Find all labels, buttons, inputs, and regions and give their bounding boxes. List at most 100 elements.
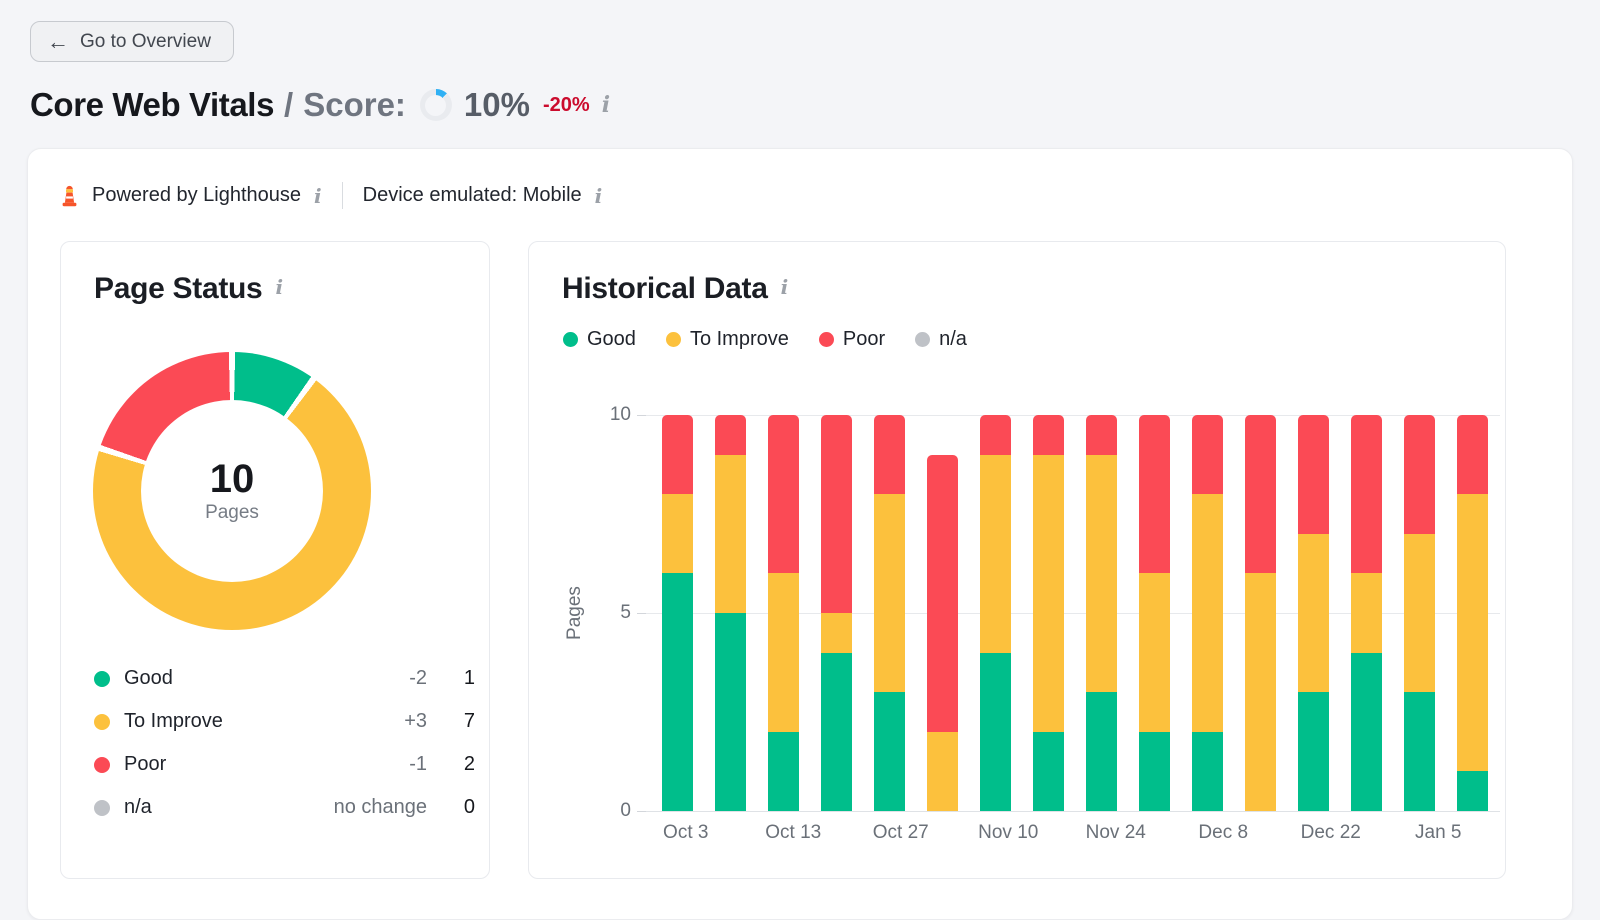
historical-data-card: Historical Data i Good To Improve Poor n… [528, 241, 1506, 879]
chart-legend-poor[interactable]: Poor [818, 328, 886, 351]
page-status-legend: Good -2 1 To Improve +3 7 Poor -1 2 n/a … [94, 657, 475, 829]
poor-dot-icon [818, 332, 834, 347]
bar-9[interactable] [1086, 415, 1117, 811]
bar-13[interactable] [1298, 415, 1329, 811]
score-info-icon[interactable]: i [601, 92, 611, 118]
x-tick-label: Nov 10 [978, 822, 1039, 843]
y-tickmark [637, 811, 646, 812]
bar-15[interactable] [1404, 415, 1435, 811]
bar-segment-good [980, 652, 1011, 811]
y-tickmark [637, 415, 646, 416]
x-tick-label: Nov 24 [1085, 822, 1146, 843]
legend-change: +3 [404, 710, 427, 732]
bar-segment-good [1192, 731, 1223, 811]
device-emulated-label: Device emulated: Mobile [362, 184, 582, 206]
legend-label: Good [124, 667, 173, 689]
bar-segment-to_improve [927, 731, 958, 811]
bar-2[interactable] [715, 415, 746, 811]
historical-data-title: Historical Data [562, 272, 768, 305]
bar-12[interactable] [1245, 415, 1276, 811]
score-label: Score: [303, 86, 406, 123]
bar-14[interactable] [1351, 415, 1382, 811]
lighthouse-icon [60, 183, 79, 209]
page-status-header: Page Status i [94, 272, 283, 306]
historical-data-info-icon[interactable]: i [780, 275, 789, 299]
legend-value: 7 [463, 710, 475, 732]
legend-change: no change [333, 796, 427, 818]
page-status-title: Page Status [94, 272, 263, 305]
chart-legend-na[interactable]: n/a [915, 328, 967, 351]
bar-segment-poor [1457, 415, 1488, 495]
bar-segment-to_improve [1086, 454, 1117, 693]
arrow-left-icon: ← [47, 28, 69, 54]
bar-4[interactable] [821, 415, 852, 811]
bar-1[interactable] [662, 415, 693, 811]
page-title: Core Web Vitals [30, 86, 275, 123]
na-dot-icon [915, 332, 931, 347]
bar-segment-poor [821, 415, 852, 614]
chart-legend-to-improve[interactable]: To Improve [665, 328, 789, 351]
bar-segment-poor [874, 415, 905, 495]
bar-segment-to_improve [1404, 533, 1435, 693]
bar-segment-good [1351, 652, 1382, 811]
x-axis-line [646, 811, 1500, 812]
go-to-overview-button[interactable]: ← Go to Overview [30, 21, 234, 62]
legend-value: 0 [463, 796, 475, 818]
bar-10[interactable] [1139, 415, 1170, 811]
bar-segment-good [821, 652, 852, 811]
chart-legend-label: To Improve [689, 328, 789, 350]
x-tick-label: Dec 22 [1300, 822, 1361, 843]
powered-by-info-icon[interactable]: i [314, 183, 322, 208]
bar-segment-poor [1351, 415, 1382, 574]
page-heading: Core Web Vitals / Score: 10% -20% i [30, 86, 610, 124]
bar-16[interactable] [1457, 415, 1488, 811]
chart-legend-good[interactable]: Good [563, 328, 636, 351]
x-axis-labels: Oct 3 Oct 13 Oct 27 Nov 10 Nov 24 Dec 8 Dec 22… [632, 822, 1492, 844]
bar-segment-good [1139, 731, 1170, 811]
bar-segment-good [768, 731, 799, 811]
gridline-10 [646, 415, 1500, 416]
to-improve-dot-icon [665, 332, 681, 347]
na-dot-icon [94, 799, 110, 816]
powered-by-label: Powered by Lighthouse [92, 184, 302, 206]
bar-segment-poor [1245, 415, 1276, 574]
breadcrumb-separator: / [284, 86, 294, 123]
legend-label: To Improve [124, 710, 223, 732]
chart-legend: Good To Improve Poor n/a [563, 328, 967, 351]
bar-segment-to_improve [1033, 454, 1064, 732]
score-change-badge: -20% [542, 93, 590, 116]
good-dot-icon [94, 670, 110, 687]
total-pages-label: Pages [205, 502, 259, 523]
device-info-icon[interactable]: i [594, 183, 603, 208]
core-web-vitals-card: Powered by Lighthouse i Device emulated:… [27, 148, 1573, 920]
legend-label: n/a [124, 796, 152, 818]
x-tick-label: Dec 8 [1198, 822, 1249, 843]
y-tick-5: 5 [620, 602, 631, 623]
bar-5[interactable] [874, 415, 905, 811]
bar-segment-to_improve [1245, 573, 1276, 811]
legend-row-na: n/a no change 0 [94, 786, 475, 829]
bar-segment-to_improve [768, 573, 799, 732]
page-status-info-icon[interactable]: i [275, 275, 284, 299]
y-tick-0: 0 [620, 800, 631, 821]
bar-segment-good [715, 613, 746, 811]
chart-legend-label: Good [587, 328, 636, 350]
bar-11[interactable] [1192, 415, 1223, 811]
bar-3[interactable] [768, 415, 799, 811]
bar-8[interactable] [1033, 415, 1064, 811]
bar-segment-good [1086, 692, 1117, 811]
y-tickmark [637, 613, 646, 614]
bar-6[interactable] [927, 454, 958, 811]
bar-segment-good [1404, 692, 1435, 811]
chart-legend-label: Poor [842, 328, 886, 350]
score-ring-icon [419, 89, 452, 121]
bar-segment-poor [1033, 415, 1064, 455]
bar-segment-to_improve [1457, 494, 1488, 772]
legend-value: 2 [463, 753, 475, 775]
legend-change: -1 [409, 753, 427, 775]
legend-label: Poor [124, 753, 167, 775]
score-ring-hole [425, 94, 447, 116]
bar-7[interactable] [980, 415, 1011, 811]
bar-segment-to_improve [1139, 573, 1170, 732]
gridline-5 [646, 613, 1500, 614]
